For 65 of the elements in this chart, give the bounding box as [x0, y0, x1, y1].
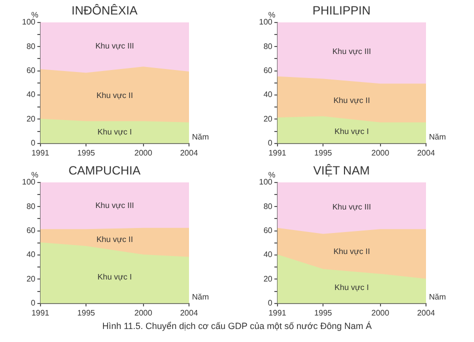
chart-title: INĐÔNÊXIA [71, 4, 138, 18]
y-tick-label: 100 [258, 178, 273, 187]
series-label: Khu vực III [95, 42, 134, 50]
y-tick-label: 80 [263, 42, 273, 51]
y-tick-label: 20 [26, 114, 36, 124]
x-tick-label: 1991 [268, 148, 287, 158]
x-tick-label: 1995 [77, 148, 96, 158]
series-label: Khu vực III [332, 202, 372, 212]
y-tick-label: 100 [258, 18, 273, 27]
chart-title: PHILIPPIN [312, 4, 371, 18]
series-label: Khu vực I [98, 128, 132, 137]
y-tick-label: 0 [30, 298, 36, 308]
y-tick-label: 40 [26, 250, 36, 260]
x-tick-label: 2004 [417, 308, 436, 318]
series-label: Khu vực II [333, 96, 370, 105]
x-axis-title: Năm [192, 292, 210, 302]
y-tick-label: 20 [263, 114, 273, 124]
series-label: Khu vực III [332, 47, 372, 56]
x-tick-label: 2000 [134, 148, 153, 158]
x-tick-label: 1995 [77, 308, 96, 318]
y-tick-label: 80 [26, 42, 36, 51]
series-label: Khu vực II [96, 235, 133, 244]
x-tick-label: 1991 [31, 308, 50, 318]
y-axis-title: % [268, 170, 276, 180]
x-tick-label: 2000 [371, 148, 390, 158]
y-tick-label: 60 [26, 66, 36, 76]
series-label: Khu vực II [333, 247, 370, 256]
y-tick-label: 20 [263, 274, 273, 284]
y-tick-label: 80 [26, 202, 36, 211]
series-label: Khu vực III [95, 200, 134, 210]
y-axis-title: % [31, 170, 38, 180]
series-label: Khu vực I [334, 282, 369, 292]
series-label: Khu vực I [334, 126, 369, 136]
x-tick-label: 2004 [417, 148, 436, 158]
y-tick-label: 40 [26, 90, 36, 100]
y-tick-label: 60 [263, 226, 273, 236]
text: Hình 11.5. Chuyển dịch cơ cấu GDP của một số nước Đông Nam Á [101, 320, 373, 332]
y-tick-label: 40 [263, 250, 273, 260]
y-tick-label: 0 [268, 138, 273, 148]
chart-title: VIỆT NAM [313, 164, 370, 178]
x-axis-title: Năm [429, 292, 446, 302]
y-tick-label: 40 [263, 90, 273, 100]
x-tick-label: 2000 [371, 308, 390, 318]
y-tick-label: 60 [263, 66, 273, 76]
x-axis-title: Năm [429, 132, 446, 142]
y-axis-title: % [268, 10, 276, 20]
y-axis-title: % [31, 10, 38, 20]
x-axis-title: Năm [192, 132, 210, 142]
y-tick-label: 20 [26, 274, 36, 284]
x-tick-label: 2000 [134, 308, 153, 318]
y-tick-label: 80 [263, 202, 273, 211]
y-tick-label: 0 [30, 138, 36, 148]
y-tick-label: 100 [22, 178, 36, 187]
x-tick-label: 2004 [180, 148, 198, 158]
x-tick-label: 1991 [31, 148, 50, 158]
series-label: Khu vực I [98, 272, 132, 282]
x-tick-label: 1995 [314, 148, 333, 158]
series-label: Khu vực II [96, 91, 133, 100]
y-tick-label: 0 [268, 298, 273, 308]
x-tick-label: 2004 [180, 308, 198, 318]
y-tick-label: 60 [26, 226, 36, 236]
chart-title: CAMPUCHIA [68, 164, 141, 178]
x-tick-label: 1991 [268, 308, 287, 318]
x-tick-label: 1995 [314, 308, 333, 318]
y-tick-label: 100 [22, 18, 36, 27]
